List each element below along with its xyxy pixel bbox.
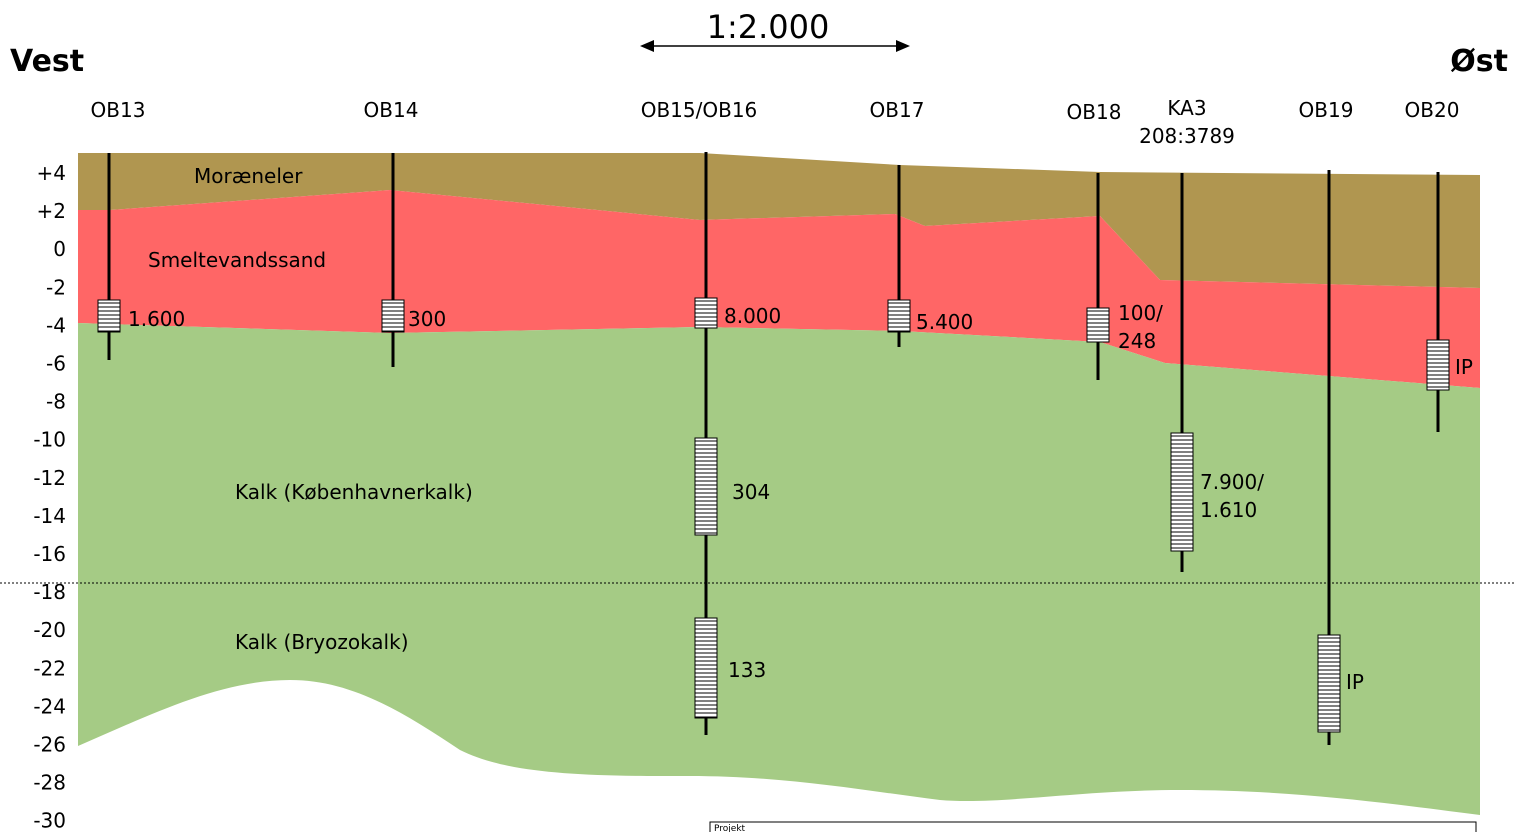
elevation-label: -20 xyxy=(33,618,66,642)
screen-label: 300 xyxy=(408,307,446,331)
well-name: OB20 xyxy=(1405,98,1460,122)
well-name: OB17 xyxy=(870,98,925,122)
title-box-text: Projekt xyxy=(714,824,746,832)
title-box xyxy=(710,822,1476,832)
elevation-label: -2 xyxy=(46,275,66,299)
elevation-label: +4 xyxy=(37,161,66,185)
elevation-label: -28 xyxy=(33,771,66,795)
screen-label: 5.400 xyxy=(916,310,973,334)
layer-label: Kalk (Bryozokalk) xyxy=(235,630,409,654)
elevation-label: -22 xyxy=(33,656,66,680)
elevation-label: -8 xyxy=(46,390,66,414)
well-name: OB18 xyxy=(1067,100,1122,124)
elevation-label: -30 xyxy=(33,809,66,832)
elevation-label: 0 xyxy=(53,237,66,261)
screen-label: 1.600 xyxy=(128,307,185,331)
elevation-label: -24 xyxy=(33,694,66,718)
screen-label: IP xyxy=(1346,670,1364,694)
elevation-label: -10 xyxy=(33,428,66,452)
elevation-label: -12 xyxy=(33,466,66,490)
east-label: Øst xyxy=(1450,44,1508,79)
west-label: Vest xyxy=(10,44,84,79)
elevation-label: -18 xyxy=(33,580,66,604)
screen-label: 304 xyxy=(732,480,770,504)
scale-label: 1:2.000 xyxy=(707,8,830,46)
elevation-label: -4 xyxy=(46,313,66,337)
limestone-layer xyxy=(78,323,1480,815)
layer-label: Smeltevandssand xyxy=(148,248,326,272)
elevation-label: -16 xyxy=(33,542,66,566)
well-screen xyxy=(1087,308,1109,342)
well-name: OB13 xyxy=(91,98,146,122)
well-name: OB19 xyxy=(1299,98,1354,122)
elevation-label: -6 xyxy=(46,352,66,376)
cross-section: Vest Øst 1:2.000 Projekt +4 +2 0 -2 -4 -6 -8 -1… xyxy=(0,0,1514,832)
well-name: OB15/OB16 xyxy=(641,98,758,122)
well-name: OB14 xyxy=(364,98,419,122)
layer-label: Kalk (Københavnerkalk) xyxy=(235,480,473,504)
elevation-label: +2 xyxy=(37,199,66,223)
screen-label: IP xyxy=(1455,355,1473,379)
screen-label: 133 xyxy=(728,658,766,682)
elevation-label: -26 xyxy=(33,733,66,757)
elevation-label: -14 xyxy=(33,504,66,528)
layer-label: Moræneler xyxy=(194,164,303,188)
screen-label: 8.000 xyxy=(724,304,781,328)
